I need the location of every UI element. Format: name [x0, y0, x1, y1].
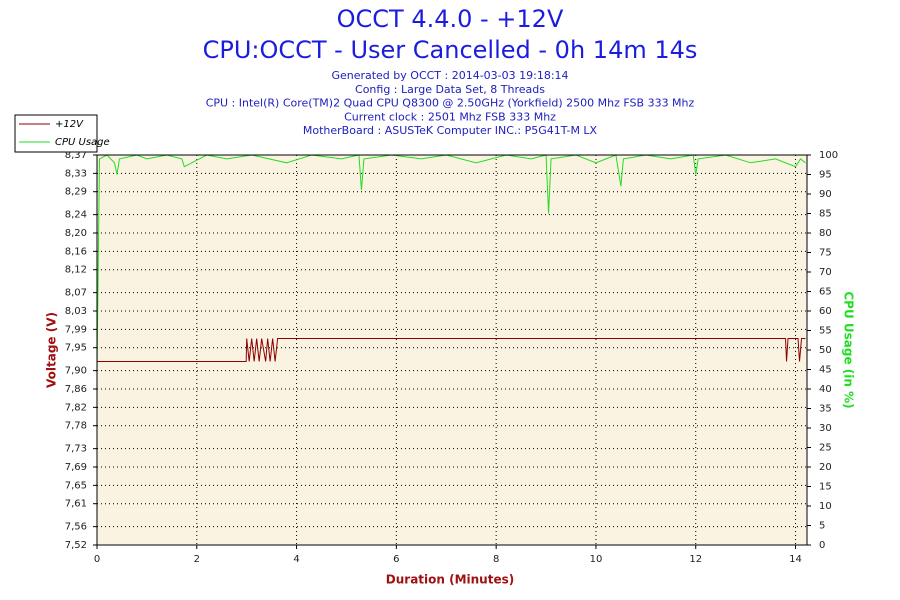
info-line: Config : Large Data Set, 8 Threads [355, 83, 545, 96]
x-tick-label: 2 [194, 554, 200, 565]
y2-tick-label: 55 [819, 326, 832, 337]
y2-tick-label: 60 [819, 306, 832, 317]
legend-box [14, 114, 98, 153]
y2-axis-title: CPU Usage (in %) [842, 291, 856, 408]
y2-tick-label: 20 [819, 462, 832, 473]
y2-tick-label: 45 [819, 365, 832, 376]
y-tick-label: 8,29 [65, 187, 87, 198]
legend: +12V CPU Usage [19, 119, 110, 148]
chart-title: OCCT 4.4.0 - +12V [337, 5, 564, 33]
y2-tick-label: 5 [819, 521, 825, 532]
y-axis-title: Voltage (V) [45, 312, 59, 388]
info-line: Generated by OCCT : 2014-03-03 19:18:14 [331, 69, 568, 82]
y2-tick-label: 70 [819, 267, 832, 278]
y-tick-label: 8,33 [65, 168, 87, 179]
y-tick-label: 7,86 [65, 384, 87, 395]
y-tick-label: 7,73 [65, 444, 87, 455]
chart-subtitle: CPU:OCCT - User Cancelled - 0h 14m 14s [203, 36, 698, 64]
y-tick-label: 8,12 [65, 265, 87, 276]
y2-tick-label: 25 [819, 443, 832, 454]
y2-tick-label: 15 [819, 482, 832, 493]
y2-tick-label: 30 [819, 423, 832, 434]
y2-tick-label: 100 [819, 150, 838, 161]
y2-tick-label: 85 [819, 209, 832, 220]
y2-tick-label: 80 [819, 228, 832, 239]
plot-area [97, 155, 807, 545]
y2-tick-label: 50 [819, 345, 832, 356]
x-tick-label: 8 [493, 554, 499, 565]
y2-tick-label: 10 [819, 501, 832, 512]
info-lines: Generated by OCCT : 2014-03-03 19:18:14C… [206, 69, 695, 137]
y-tick-label: 7,95 [65, 343, 87, 354]
y-tick-label: 7,82 [65, 402, 87, 413]
info-line: MotherBoard : ASUSTeK Computer INC.: P5G… [303, 124, 598, 137]
x-tick-label: 6 [393, 554, 399, 565]
x-tick-label: 0 [94, 554, 100, 565]
y2-tick-label: 90 [819, 189, 832, 200]
info-line: Current clock : 2501 Mhz FSB 333 Mhz [344, 110, 556, 123]
x-tick-label: 14 [789, 554, 802, 565]
plot-frame [96, 154, 808, 546]
y-tick-label: 8,20 [65, 228, 87, 239]
y2-tick-label: 0 [819, 540, 825, 551]
y-tick-label: 7,52 [65, 540, 87, 551]
grid: 7,52 7,56 7,61 7,65 7,69 7,73 7,78 7,82 7,86 7,90… [65, 150, 838, 565]
y-tick-label: 7,56 [65, 522, 87, 533]
y-tick-label: 7,78 [65, 421, 87, 432]
y2-tick-label: 65 [819, 287, 832, 298]
y-tick-label: 7,61 [65, 499, 87, 510]
legend-label: +12V [55, 119, 84, 130]
x-tick-label: 4 [293, 554, 299, 565]
y-tick-label: 7,65 [65, 480, 87, 491]
info-line: CPU : Intel(R) Core(TM)2 Quad CPU Q8300 … [206, 97, 695, 110]
y2-tick-label: 35 [819, 404, 832, 415]
y-tick-label: 8,16 [65, 246, 87, 257]
y2-tick-label: 40 [819, 384, 832, 395]
legend-label: CPU Usage [55, 137, 110, 148]
x-axis-title: Duration (Minutes) [386, 573, 514, 587]
y-tick-label: 7,90 [65, 366, 87, 377]
series-line [97, 338, 806, 362]
y-tick-label: 8,03 [65, 306, 87, 317]
y-tick-label: 8,07 [65, 288, 87, 299]
y-tick-label: 8,24 [65, 210, 87, 221]
x-tick-label: 12 [689, 554, 702, 565]
y-tick-label: 7,69 [65, 462, 87, 473]
y2-tick-label: 95 [819, 170, 832, 181]
x-tick-label: 10 [590, 554, 603, 565]
y2-tick-label: 75 [819, 248, 832, 259]
y-tick-label: 8,37 [65, 150, 87, 161]
y-tick-label: 7,99 [65, 324, 87, 335]
